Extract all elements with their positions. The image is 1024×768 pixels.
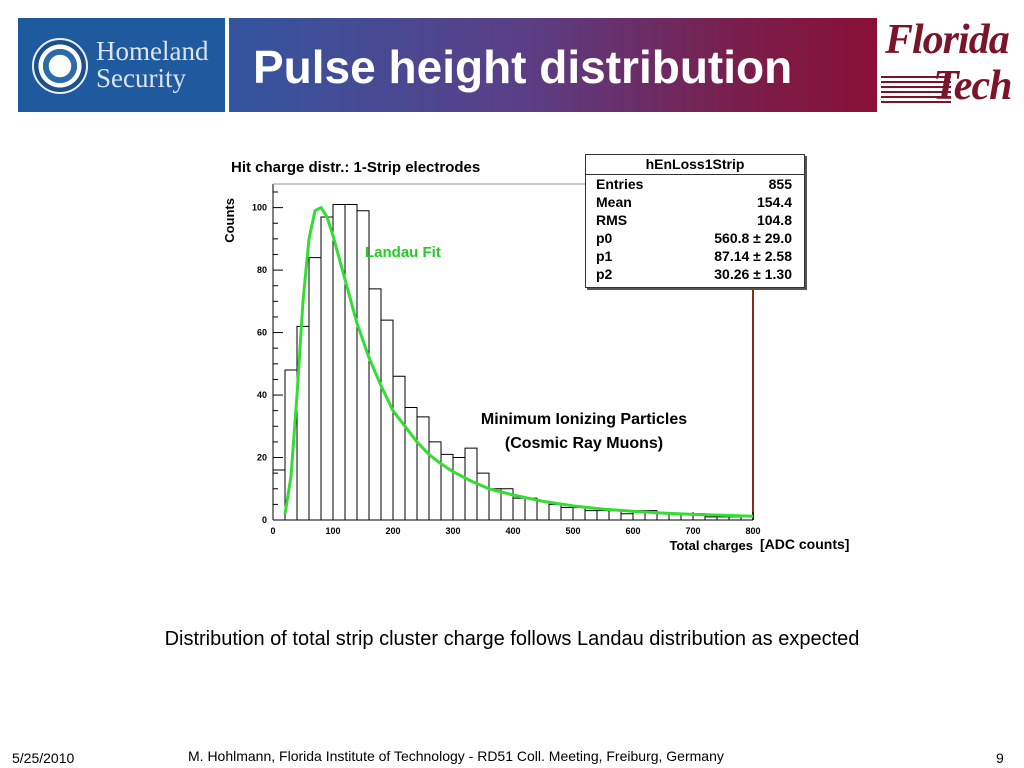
histogram-bar — [380, 319, 394, 520]
histogram-bar — [428, 441, 442, 520]
mip-annotation: Minimum Ionizing Particles (Cosmic Ray M… — [480, 411, 688, 452]
histogram-bar — [476, 472, 490, 520]
y-tick-label: 20 — [257, 453, 267, 463]
histogram-bar — [272, 469, 286, 520]
stats-row: RMS 104.8 — [596, 212, 792, 228]
chart-svg: 0 100 200 300 400 500 600 700 800 0 20 40 60 80 100 Hit… — [222, 159, 761, 553]
logo-stripes — [881, 76, 951, 106]
adc-units-label: [ADC counts] — [760, 536, 850, 552]
dhs-seal-icon — [32, 38, 88, 94]
stats-row: p0 560.8 ± 29.0 — [596, 230, 792, 246]
histogram-bar — [332, 203, 346, 520]
page-number: 9 — [996, 750, 1004, 766]
homeland-security-logo: Homeland Security — [18, 18, 225, 112]
y-tick-label: 40 — [257, 390, 267, 400]
stats-box: hEnLoss1Strip Entries 855 Mean 154.4 RMS 10… — [585, 154, 805, 288]
histogram-bar — [584, 510, 598, 520]
y-tick-label: 60 — [257, 328, 267, 338]
histogram-bar — [572, 507, 586, 520]
x-tick-label: 600 — [625, 526, 640, 536]
x-tick-label: 0 — [270, 526, 275, 536]
x-tick-label: 400 — [505, 526, 520, 536]
stats-row: Entries 855 — [596, 176, 792, 192]
histogram-bar — [488, 488, 502, 520]
x-tick-label: 800 — [745, 526, 760, 536]
footer-credit: M. Hohlmann, Florida Institute of Techno… — [188, 748, 724, 764]
histogram-bar — [608, 510, 622, 520]
landau-fit-label: Landau Fit — [365, 244, 441, 261]
histogram-chart: 0 100 200 300 400 500 600 700 800 0 20 40 60 80 100 Hit… — [215, 148, 815, 558]
stats-row: p2 30.26 ± 1.30 — [596, 266, 792, 282]
y-tick-label: 100 — [252, 203, 267, 213]
y-tick-label: 80 — [257, 265, 267, 275]
logo-word-florida: Florida — [885, 17, 1010, 63]
slide-caption: Distribution of total strip cluster char… — [164, 628, 860, 650]
x-tick-label: 500 — [565, 526, 580, 536]
histogram-bar — [368, 288, 382, 520]
x-tick-label: 200 — [385, 526, 400, 536]
histogram-bar — [392, 375, 406, 520]
stats-title: hEnLoss1Strip — [586, 155, 804, 175]
histogram-bar — [416, 416, 430, 520]
histogram-bar — [524, 497, 538, 520]
histogram-bar — [560, 507, 574, 520]
x-axis-label: Total charges — [669, 538, 753, 553]
histogram-bar — [536, 500, 550, 520]
stats-row: Mean 154.4 — [596, 194, 792, 210]
chart-title: Hit charge distr.: 1-Strip electrodes — [231, 159, 480, 176]
x-tick-label: 300 — [445, 526, 460, 536]
x-tick-label: 700 — [685, 526, 700, 536]
histogram-bar — [548, 503, 562, 520]
y-tick-label: 0 — [262, 515, 267, 525]
landau-fit-curve — [283, 206, 754, 518]
slide-title: Pulse height distribution — [253, 41, 793, 93]
histogram-bar — [308, 257, 322, 520]
histogram-bar — [320, 216, 334, 520]
histogram-bar — [620, 513, 634, 520]
florida-tech-logo: Florida Tech — [881, 17, 1012, 112]
logo-word-tech: Tech — [933, 63, 1012, 109]
histogram-bar — [344, 203, 358, 520]
histogram-bar — [596, 510, 610, 520]
x-tick-label: 100 — [325, 526, 340, 536]
slide-header: Homeland Security Pulse height distribut… — [18, 17, 1012, 112]
histogram-bar — [404, 407, 418, 520]
stats-row: p1 87.14 ± 2.58 — [596, 248, 792, 264]
histogram-bar — [512, 497, 526, 520]
histogram-bar — [452, 457, 466, 520]
dhs-logo-text: Homeland Security — [96, 36, 209, 93]
y-axis-label: Counts — [222, 198, 237, 243]
footer-date: 5/25/2010 — [12, 750, 75, 766]
title-bar: Pulse height distribution — [229, 18, 877, 112]
